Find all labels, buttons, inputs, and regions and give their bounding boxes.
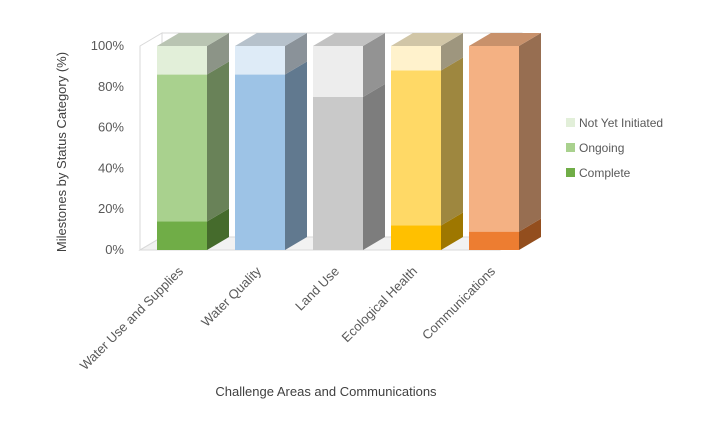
- y-tick-label: 100%: [91, 38, 125, 53]
- bar-segment-side: [441, 57, 463, 226]
- legend-swatch: [566, 118, 575, 127]
- bar-segment-front: [235, 46, 285, 75]
- bar-segment-side: [285, 33, 307, 75]
- bar-segment-front: [313, 97, 363, 250]
- bar-stack: [313, 33, 385, 250]
- bar-stack: [235, 33, 307, 251]
- legend-label: Complete: [579, 166, 631, 180]
- bar-segment: [391, 33, 463, 71]
- legend-label: Ongoing: [579, 141, 624, 155]
- legend-swatch: [566, 143, 575, 152]
- y-tick-label: 40%: [98, 160, 124, 175]
- bar-segment-side: [363, 33, 385, 97]
- bar-segment-side: [441, 33, 463, 71]
- x-tick-label: Ecological Health: [338, 264, 420, 346]
- x-tick-label: Land Use: [292, 264, 342, 314]
- bar-top-face: [235, 33, 307, 46]
- bar-segment: [313, 33, 385, 97]
- bar-segment: [469, 33, 541, 232]
- bar-segment-side: [519, 33, 541, 232]
- bar-segment-side: [363, 84, 385, 250]
- x-tick-label: Communications: [419, 263, 498, 342]
- y-tick-label: 60%: [98, 120, 124, 135]
- bar-segment-front: [157, 46, 207, 75]
- bar-segment-front: [391, 70, 441, 226]
- bar-top-face: [469, 33, 541, 46]
- legend-item: Complete: [566, 166, 631, 180]
- x-axis-label: Challenge Areas and Communications: [215, 384, 437, 399]
- legend-label: Not Yet Initiated: [579, 116, 663, 130]
- y-tick-label: 20%: [98, 201, 124, 216]
- bar-segment: [157, 61, 229, 222]
- bar-segment-front: [157, 221, 207, 250]
- bar-segment-front: [469, 46, 519, 232]
- x-axis-ticks: Water Use and Supplies Water Quality Land …: [77, 263, 499, 373]
- bar-segment-side: [441, 212, 463, 250]
- bar-segment-front: [313, 46, 363, 97]
- bar-top-face: [157, 33, 229, 46]
- legend-swatch: [566, 168, 575, 177]
- bar-segment-side: [285, 61, 307, 251]
- bar-segment: [313, 84, 385, 250]
- legend: Not Yet Initiated Ongoing Complete: [566, 116, 663, 180]
- bar-segment: [469, 218, 541, 250]
- bar-segment-front: [157, 74, 207, 222]
- y-axis-label: Milestones by Status Category (%): [54, 52, 69, 252]
- y-axis-ticks: 0% 20% 40% 60% 80% 100%: [91, 38, 125, 257]
- y-tick-label: 80%: [98, 79, 124, 94]
- bar-segment-side: [207, 33, 229, 75]
- bar-segment: [157, 33, 229, 75]
- bar-segment: [391, 212, 463, 250]
- chart-side-wall: [139, 32, 163, 251]
- bar-stack: [157, 33, 229, 250]
- bar-segment-side: [207, 208, 229, 250]
- bar-segment-front: [469, 231, 519, 250]
- bar-stack: [391, 33, 463, 250]
- bar-segment: [157, 208, 229, 250]
- bar-top-face: [391, 33, 463, 46]
- bar-segment: [391, 57, 463, 226]
- bar-segment-front: [391, 225, 441, 250]
- legend-item: Ongoing: [566, 141, 624, 155]
- bar-segment-front: [235, 74, 285, 250]
- bar-segment-front: [391, 46, 441, 71]
- y-tick-label: 0%: [105, 242, 124, 257]
- bar-segment: [235, 61, 307, 251]
- bar-segment-side: [207, 61, 229, 222]
- bar-segment-side: [519, 218, 541, 250]
- bar-segment: [235, 33, 307, 75]
- bars-group: [157, 33, 541, 251]
- bar-top-face: [313, 33, 385, 46]
- x-tick-label: Water Use and Supplies: [77, 263, 187, 373]
- x-tick-label: Water Quality: [198, 263, 264, 329]
- legend-item: Not Yet Initiated: [566, 116, 663, 130]
- bar-stack: [469, 33, 541, 250]
